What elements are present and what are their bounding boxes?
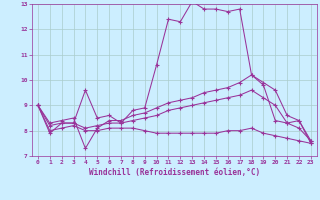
- X-axis label: Windchill (Refroidissement éolien,°C): Windchill (Refroidissement éolien,°C): [89, 168, 260, 177]
